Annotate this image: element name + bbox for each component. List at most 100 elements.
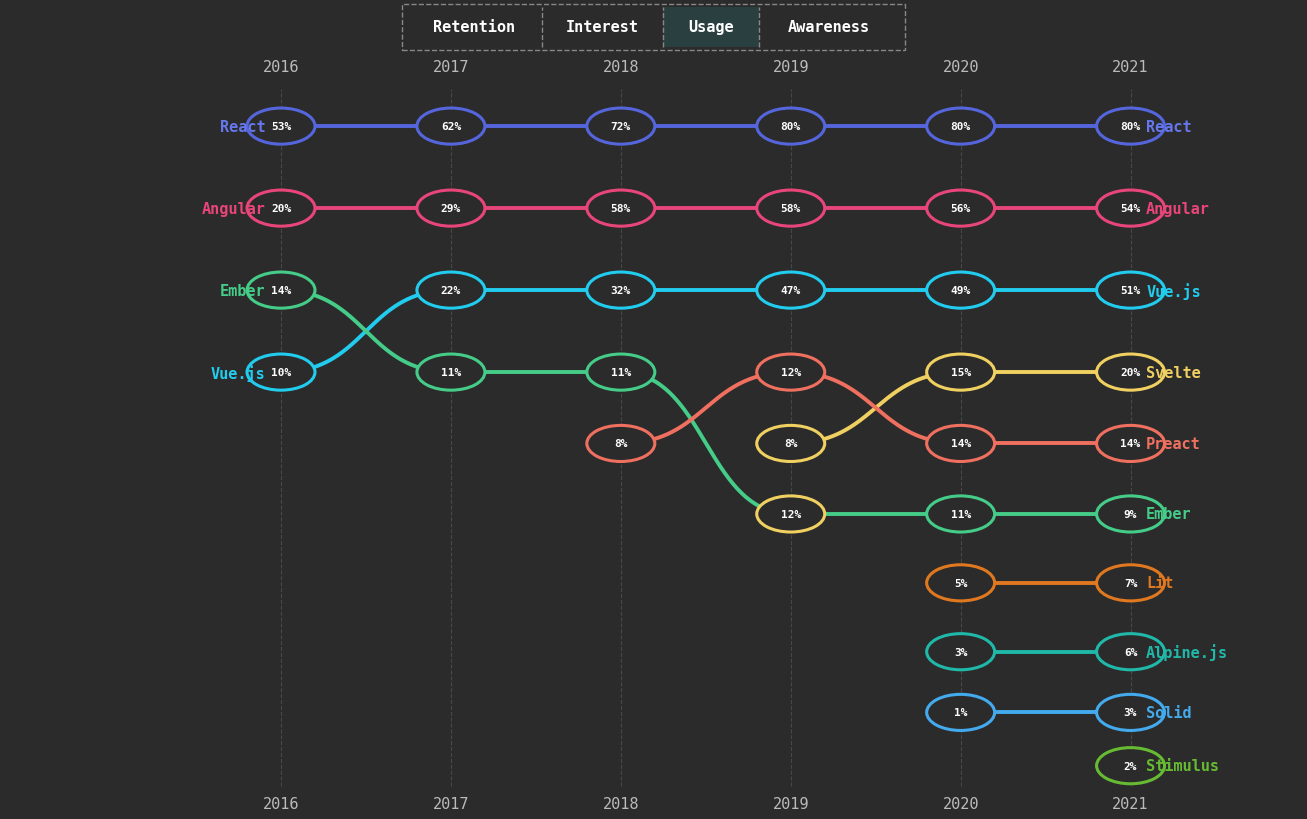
Ellipse shape (247, 109, 315, 145)
Ellipse shape (1097, 109, 1165, 145)
Text: 29%: 29% (440, 204, 461, 214)
Text: 72%: 72% (610, 122, 631, 132)
Polygon shape (663, 8, 758, 48)
Text: 14%: 14% (271, 286, 291, 296)
Ellipse shape (927, 634, 995, 670)
Text: 80%: 80% (780, 122, 801, 132)
Text: 2016: 2016 (263, 796, 299, 811)
Text: 2019: 2019 (772, 61, 809, 75)
Text: Ember: Ember (1146, 507, 1192, 522)
Ellipse shape (587, 273, 655, 309)
Text: 62%: 62% (440, 122, 461, 132)
Text: 2021: 2021 (1112, 61, 1149, 75)
Text: 8%: 8% (614, 439, 627, 449)
Text: Lit: Lit (1146, 576, 1174, 590)
Text: 12%: 12% (780, 368, 801, 378)
Text: 11%: 11% (610, 368, 631, 378)
Ellipse shape (927, 109, 995, 145)
Ellipse shape (587, 109, 655, 145)
Text: Vue.js: Vue.js (1146, 283, 1201, 299)
Text: 2017: 2017 (433, 796, 469, 811)
Ellipse shape (927, 355, 995, 391)
Text: Usage: Usage (689, 20, 733, 35)
Text: 2018: 2018 (603, 61, 639, 75)
Text: 2018: 2018 (603, 796, 639, 811)
Ellipse shape (927, 565, 995, 601)
Text: 7%: 7% (1124, 578, 1137, 588)
Text: 58%: 58% (610, 204, 631, 214)
Ellipse shape (1097, 496, 1165, 532)
Ellipse shape (587, 191, 655, 227)
Text: React: React (1146, 120, 1192, 134)
Ellipse shape (417, 191, 485, 227)
Text: 15%: 15% (950, 368, 971, 378)
Text: 80%: 80% (950, 122, 971, 132)
Text: 51%: 51% (1120, 286, 1141, 296)
Ellipse shape (1097, 748, 1165, 784)
Ellipse shape (757, 355, 825, 391)
Text: 1%: 1% (954, 708, 967, 717)
Ellipse shape (417, 109, 485, 145)
Text: 58%: 58% (780, 204, 801, 214)
Text: 20%: 20% (1120, 368, 1141, 378)
Text: 8%: 8% (784, 439, 797, 449)
Text: 2020: 2020 (942, 61, 979, 75)
Ellipse shape (757, 496, 825, 532)
Text: Solid: Solid (1146, 705, 1192, 720)
Text: 3%: 3% (1124, 708, 1137, 717)
Text: Interest: Interest (566, 20, 639, 35)
Text: Angular: Angular (1146, 201, 1210, 216)
Ellipse shape (1097, 695, 1165, 731)
Text: Stimulus: Stimulus (1146, 758, 1219, 773)
Text: Retention: Retention (434, 20, 515, 35)
Text: Vue.js: Vue.js (210, 364, 265, 381)
Text: 56%: 56% (950, 204, 971, 214)
Text: 10%: 10% (271, 368, 291, 378)
Ellipse shape (757, 426, 825, 462)
Text: 20%: 20% (271, 204, 291, 214)
Ellipse shape (587, 355, 655, 391)
Text: 11%: 11% (950, 509, 971, 519)
Text: 2021: 2021 (1112, 796, 1149, 811)
Text: 54%: 54% (1120, 204, 1141, 214)
Text: 49%: 49% (950, 286, 971, 296)
Text: Awareness: Awareness (788, 20, 870, 35)
Text: Preact: Preact (1146, 437, 1201, 451)
Text: 9%: 9% (1124, 509, 1137, 519)
Ellipse shape (927, 273, 995, 309)
Ellipse shape (1097, 426, 1165, 462)
Text: 3%: 3% (954, 647, 967, 657)
Text: 6%: 6% (1124, 647, 1137, 657)
Ellipse shape (927, 426, 995, 462)
Text: 53%: 53% (271, 122, 291, 132)
Text: React: React (220, 120, 265, 134)
Text: 2020: 2020 (942, 796, 979, 811)
Ellipse shape (757, 109, 825, 145)
Text: 47%: 47% (780, 286, 801, 296)
Text: 2017: 2017 (433, 61, 469, 75)
Ellipse shape (247, 355, 315, 391)
Text: 22%: 22% (440, 286, 461, 296)
Ellipse shape (1097, 191, 1165, 227)
Ellipse shape (927, 695, 995, 731)
Text: 2%: 2% (1124, 761, 1137, 771)
Ellipse shape (247, 273, 315, 309)
Ellipse shape (247, 191, 315, 227)
Text: Alpine.js: Alpine.js (1146, 644, 1229, 660)
Ellipse shape (1097, 273, 1165, 309)
Ellipse shape (927, 191, 995, 227)
Text: 14%: 14% (1120, 439, 1141, 449)
Ellipse shape (1097, 355, 1165, 391)
Ellipse shape (927, 496, 995, 532)
Ellipse shape (417, 273, 485, 309)
Text: 32%: 32% (610, 286, 631, 296)
Text: Angular: Angular (201, 201, 265, 216)
Ellipse shape (757, 191, 825, 227)
Text: 5%: 5% (954, 578, 967, 588)
Text: 2019: 2019 (772, 796, 809, 811)
Ellipse shape (1097, 565, 1165, 601)
Ellipse shape (1097, 634, 1165, 670)
Ellipse shape (587, 426, 655, 462)
Text: Ember: Ember (220, 283, 265, 298)
Text: 80%: 80% (1120, 122, 1141, 132)
